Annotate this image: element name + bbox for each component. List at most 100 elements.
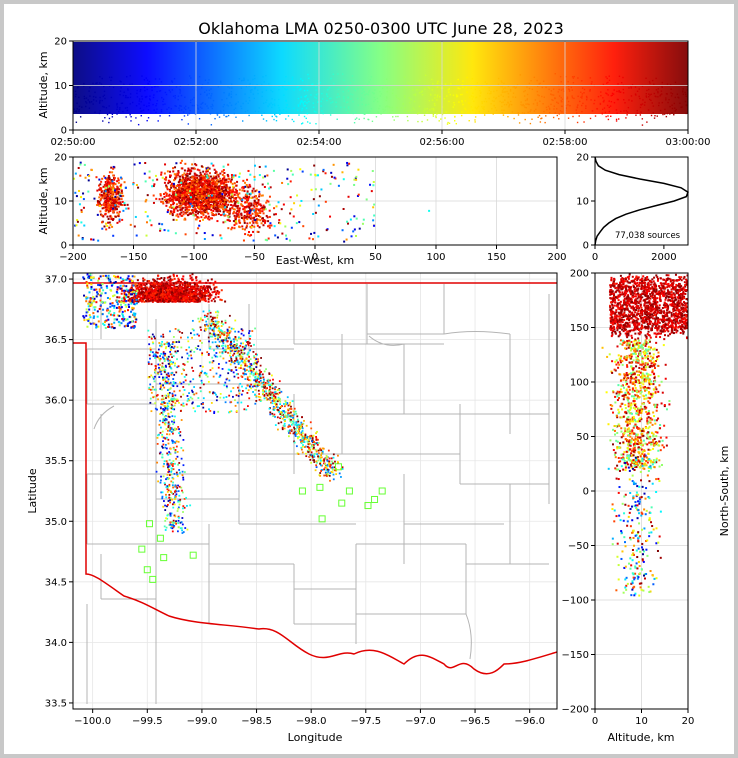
- time-altitude-point: [413, 94, 415, 96]
- east-west-point: [225, 184, 228, 187]
- east-west-point: [227, 209, 230, 212]
- time-altitude-point: [361, 103, 363, 106]
- time-altitude-point: [140, 101, 142, 103]
- east-west-point: [202, 199, 205, 202]
- east-west-point: [289, 196, 292, 199]
- east-west-point: [172, 202, 175, 205]
- time-altitude-point: [606, 104, 609, 107]
- east-west-point: [206, 187, 209, 190]
- time-altitude-point: [373, 96, 376, 99]
- time-altitude-point: [347, 107, 350, 109]
- east-west-point: [231, 193, 234, 196]
- map-point: [149, 286, 152, 289]
- east-west-point: [226, 199, 229, 202]
- east-west-point: [230, 228, 233, 231]
- east-west-point: [80, 221, 83, 224]
- time-altitude-point: [328, 97, 331, 100]
- time-altitude-point: [436, 96, 439, 98]
- east-west-point: [241, 189, 244, 192]
- map-point: [219, 298, 222, 301]
- east-west-point: [245, 210, 248, 213]
- time-altitude-point: [248, 114, 250, 117]
- time-altitude-point: [120, 102, 123, 105]
- time-altitude-point: [275, 119, 278, 122]
- east-west-point: [111, 225, 114, 228]
- time-altitude-point: [417, 112, 420, 114]
- time-altitude-point: [645, 93, 648, 95]
- east-west-point: [172, 203, 175, 206]
- east-west-point: [217, 175, 220, 178]
- time-altitude-point: [448, 100, 450, 103]
- time-altitude-point: [665, 97, 667, 99]
- time-altitude-point: [627, 106, 630, 109]
- east-west-point: [169, 170, 172, 173]
- east-west-point: [255, 197, 258, 200]
- time-altitude-point: [311, 83, 313, 86]
- east-west-point: [324, 172, 327, 175]
- time-altitude-point: [83, 95, 85, 98]
- east-west-point: [175, 162, 178, 165]
- time-altitude-point: [626, 111, 629, 113]
- time-altitude-point: [360, 97, 363, 99]
- time-altitude-point: [644, 101, 646, 104]
- east-west-point: [104, 199, 107, 202]
- east-west-point: [180, 208, 183, 211]
- time-altitude-point: [656, 115, 658, 117]
- east-west-point: [197, 194, 200, 197]
- time-altitude-point: [162, 100, 164, 103]
- east-west-point: [187, 195, 190, 198]
- east-west-point: [177, 181, 180, 184]
- map-point: [140, 290, 143, 293]
- east-west-point: [221, 193, 224, 196]
- time-altitude-point: [552, 88, 555, 90]
- time-altitude-point: [338, 95, 341, 98]
- time-altitude-point: [675, 108, 677, 111]
- east-west-point: [186, 169, 189, 172]
- map-point: [140, 284, 143, 287]
- east-west-point: [253, 164, 256, 167]
- east-west-point: [228, 212, 231, 215]
- map-point: [198, 292, 201, 295]
- time-altitude-point: [87, 99, 89, 101]
- east-west-point: [212, 214, 215, 217]
- east-west-point: [145, 234, 148, 237]
- east-west-point: [222, 203, 225, 206]
- map-point: [194, 291, 197, 294]
- east-west-point: [249, 209, 252, 212]
- east-west-point: [191, 167, 194, 170]
- map-point: [149, 284, 152, 287]
- east-west-point: [169, 176, 172, 179]
- time-altitude-point: [297, 85, 299, 87]
- east-west-xtick-label: −50: [244, 252, 265, 263]
- time-altitude-point: [286, 88, 289, 90]
- east-west-point: [99, 188, 102, 191]
- time-altitude-point: [483, 106, 485, 108]
- east-west-point: [189, 194, 192, 197]
- east-west-point: [198, 182, 201, 185]
- east-west-point: [224, 198, 227, 201]
- east-west-point: [281, 181, 284, 184]
- east-west-point: [75, 195, 78, 198]
- east-west-point: [146, 215, 149, 218]
- east-west-point: [181, 176, 184, 179]
- east-west-point: [232, 220, 235, 223]
- east-west-point: [216, 186, 219, 189]
- east-west-point: [222, 208, 225, 211]
- time-altitude-point: [312, 83, 314, 85]
- east-west-point: [354, 177, 357, 180]
- time-altitude-point: [132, 101, 134, 104]
- map-point: [209, 286, 212, 289]
- east-west-point: [186, 177, 189, 180]
- east-west-point: [373, 203, 376, 206]
- time-altitude-point: [487, 110, 490, 112]
- time-altitude-point: [320, 100, 322, 103]
- east-west-point: [208, 218, 211, 221]
- time-altitude-point: [548, 88, 550, 91]
- map-point: [169, 284, 172, 287]
- time-altitude-point: [510, 100, 512, 103]
- time-altitude-point: [646, 121, 648, 123]
- time-altitude-point: [268, 103, 270, 105]
- time-altitude-point: [572, 115, 574, 118]
- east-west-point: [235, 189, 238, 192]
- east-west-point: [200, 202, 203, 205]
